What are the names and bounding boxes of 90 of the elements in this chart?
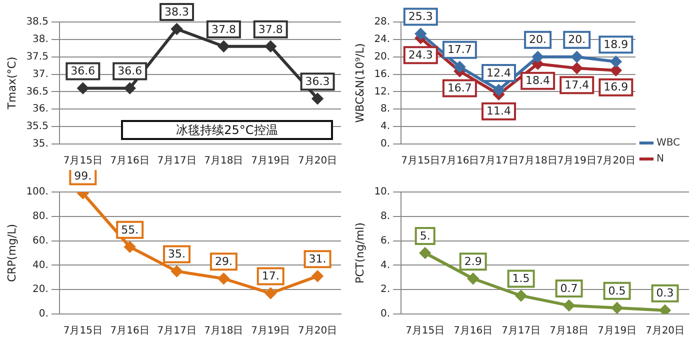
data-label: 18.9 — [604, 38, 628, 52]
data-label: 36.6 — [118, 64, 142, 78]
y-tick-label: 12. — [374, 86, 390, 98]
x-tick-label: 7月18日 — [549, 326, 589, 337]
x-tick-label: 7月20日 — [298, 156, 338, 167]
data-label: 12.4 — [486, 66, 511, 80]
y-tick-label: 60. — [32, 235, 48, 246]
x-tick-label: 7月17日 — [479, 156, 518, 167]
data-label: 17.4 — [564, 78, 590, 92]
y-tick-label: 8. — [380, 210, 390, 222]
x-tick-label: 7月16日 — [110, 326, 150, 337]
data-label: 17.7 — [447, 43, 472, 56]
y-tick-label: 4. — [380, 260, 390, 271]
legend-label: N — [656, 154, 664, 165]
y-tick-label: 35. — [32, 138, 48, 150]
data-label: 17. — [262, 270, 280, 283]
x-tick-label: 7月16日 — [454, 326, 493, 337]
x-tick-label: 7月17日 — [157, 156, 196, 167]
data-label: 0.3 — [656, 286, 674, 300]
x-tick-label: 7月19日 — [251, 326, 290, 337]
y-tick-label: 36.5 — [26, 86, 48, 98]
x-tick-label: 7月19日 — [251, 156, 290, 167]
y-axis-title: PCT(ng/ml) — [353, 222, 366, 284]
y-tick-label: 37. — [32, 68, 48, 80]
y-tick-label: 20. — [32, 284, 48, 296]
x-tick-label: 7月20日 — [596, 156, 636, 167]
y-tick-label: 80. — [32, 210, 48, 222]
y-tick-label: 100. — [26, 186, 48, 198]
data-label: 1.5 — [512, 272, 530, 286]
y-tick-label: 16. — [374, 68, 390, 80]
x-tick-label: 7月16日 — [440, 156, 480, 167]
x-tick-label: 7月17日 — [157, 326, 196, 337]
y-axis-title: Tmax(°C) — [5, 56, 18, 110]
y-tick-label: 8. — [380, 104, 390, 115]
data-label: 99. — [74, 170, 92, 183]
data-label: 31. — [308, 252, 326, 266]
data-label: 0.7 — [560, 282, 578, 295]
x-tick-label: 7月15日 — [406, 326, 445, 337]
y-axis-title: WBC&N(10⁹/L) — [353, 43, 366, 123]
x-tick-label: 7月20日 — [645, 326, 685, 337]
legend-label: WBC — [656, 138, 680, 149]
data-label: 16.7 — [447, 82, 472, 95]
y-axis-title: CRP(mg/L) — [5, 224, 18, 282]
x-tick-label: 7月18日 — [518, 156, 558, 167]
data-label: 0.5 — [608, 284, 626, 298]
data-label: 16.9 — [604, 80, 628, 94]
x-tick-label: 7月18日 — [204, 326, 244, 337]
data-label: 24.3 — [408, 48, 433, 62]
y-tick-label: 2. — [380, 284, 390, 296]
y-tick-label: 4. — [380, 121, 390, 132]
y-tick-label: 6. — [380, 235, 390, 246]
data-label: 20. — [568, 33, 586, 46]
y-tick-label: 36. — [32, 104, 48, 115]
y-tick-label: 38. — [32, 34, 48, 46]
y-tick-label: 0. — [380, 138, 390, 150]
x-tick-label: 7月16日 — [110, 156, 150, 167]
data-label: 25.3 — [408, 10, 433, 24]
y-tick-label: 0. — [38, 308, 48, 320]
x-tick-label: 7月18日 — [204, 156, 244, 167]
data-label: 36.6 — [70, 64, 96, 78]
x-tick-label: 7月19日 — [597, 326, 637, 337]
y-tick-label: 38.5 — [26, 16, 48, 28]
data-label: 35. — [168, 248, 186, 261]
x-tick-label: 7月15日 — [63, 326, 102, 337]
data-label: 20. — [529, 33, 547, 46]
y-tick-label: 10. — [374, 186, 390, 198]
data-label: 2.9 — [464, 254, 482, 268]
note-frame: 冰毯持续25°C控温 — [121, 120, 333, 140]
y-tick-label: 35.5 — [26, 121, 48, 132]
data-label: 38.3 — [164, 5, 190, 18]
y-tick-label: 24. — [374, 34, 390, 46]
x-tick-label: 7月15日 — [63, 156, 102, 167]
data-label: 11.4 — [486, 104, 511, 118]
y-tick-label: 0. — [380, 308, 390, 320]
data-label: 29. — [214, 254, 232, 268]
x-tick-label: 7月17日 — [502, 326, 541, 337]
y-tick-label: 40. — [32, 260, 48, 271]
x-tick-label: 7月15日 — [401, 156, 440, 167]
y-tick-label: 28. — [374, 16, 390, 28]
annotation: 冰毯持续25°C控温 — [176, 123, 278, 137]
data-label: 36.3 — [305, 75, 330, 88]
x-tick-label: 7月19日 — [557, 156, 596, 167]
data-label: 5. — [420, 229, 430, 242]
data-label: 37.8 — [258, 22, 283, 36]
data-label: 18.4 — [526, 74, 550, 88]
y-tick-label: 20. — [374, 51, 390, 62]
data-label: 55. — [121, 223, 139, 236]
x-tick-label: 7月20日 — [298, 326, 338, 337]
data-label: 37.8 — [211, 22, 236, 36]
y-tick-label: 37.5 — [26, 51, 48, 62]
